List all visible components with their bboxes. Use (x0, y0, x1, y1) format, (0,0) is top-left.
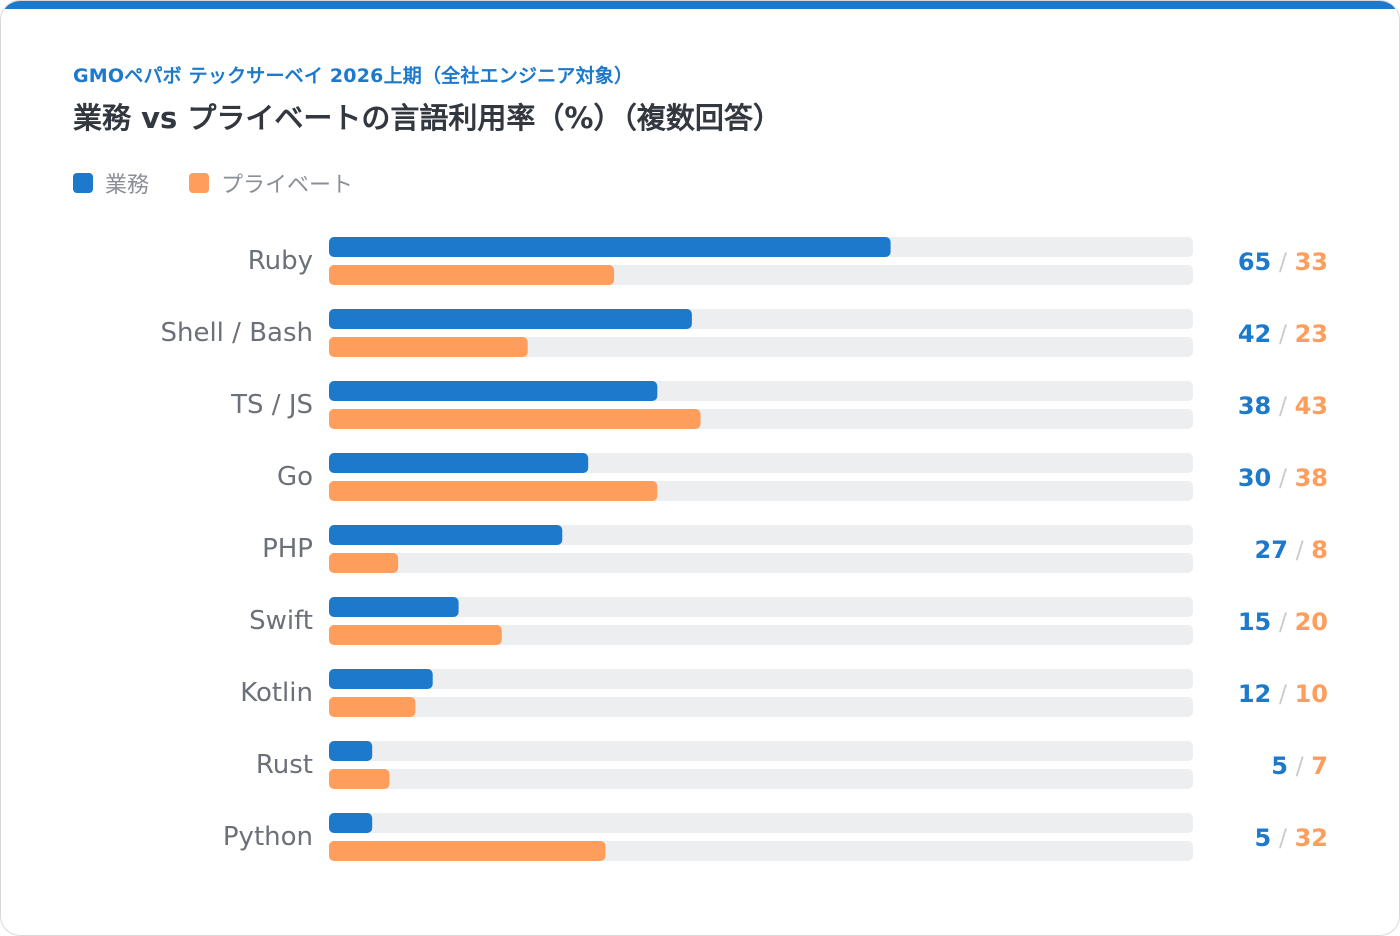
value-label-ruby: 65 / 33 (1238, 248, 1328, 276)
value-private: 7 (1311, 752, 1328, 780)
chart-title: 業務 vs プライベートの言語利用率（%）（複数回答） (73, 101, 782, 135)
value-private: 23 (1295, 320, 1328, 348)
value-private: 43 (1295, 392, 1328, 420)
legend-swatch-private (189, 173, 210, 193)
legend-swatch-work (73, 173, 93, 193)
value-separator: / (1271, 608, 1294, 636)
value-private: 10 (1295, 680, 1328, 708)
category-label-rust: Rust (256, 750, 313, 780)
value-label-php: 27 / 8 (1255, 536, 1328, 564)
bar-work-python (329, 813, 373, 833)
bar-work-php (329, 525, 563, 545)
category-label-swift: Swift (249, 606, 313, 636)
bar-private-go (329, 481, 658, 501)
value-separator: / (1271, 320, 1294, 348)
bar-private-swift (329, 625, 502, 645)
value-work: 5 (1255, 824, 1272, 852)
category-label-ts-js: TS / JS (230, 390, 313, 420)
bar-track (329, 813, 1193, 833)
legend: 業務 プライベート (73, 167, 393, 199)
chart-subtitle: GMOペパボ テックサーベイ 2026上期（全社エンジニア対象） (73, 65, 634, 87)
value-private: 32 (1295, 824, 1328, 852)
value-work: 65 (1238, 248, 1271, 276)
value-work: 15 (1238, 608, 1271, 636)
value-label-ts-js: 38 / 43 (1238, 392, 1328, 420)
bar-track (329, 597, 1193, 617)
value-private: 20 (1295, 608, 1328, 636)
bar-private-ts-js (329, 409, 701, 429)
bar-track (329, 769, 1193, 789)
category-label-kotlin: Kotlin (240, 678, 313, 708)
value-private: 38 (1295, 464, 1328, 492)
bar-track (329, 625, 1193, 645)
legend-item-private: プライベート (189, 167, 353, 199)
value-label-kotlin: 12 / 10 (1238, 680, 1328, 708)
category-label-ruby: Ruby (248, 246, 313, 276)
value-separator: / (1288, 752, 1311, 780)
value-work: 5 (1271, 752, 1288, 780)
value-work: 38 (1238, 392, 1271, 420)
value-separator: / (1271, 248, 1294, 276)
category-label-shell-bash: Shell / Bash (160, 318, 313, 348)
bar-work-shell-bash (329, 309, 692, 329)
bar-track (329, 741, 1193, 761)
value-private: 33 (1295, 248, 1328, 276)
bar-work-kotlin (329, 669, 433, 689)
bar-track (329, 337, 1193, 357)
bar-work-ts-js (329, 381, 658, 401)
value-label-shell-bash: 42 / 23 (1238, 320, 1328, 348)
value-work: 42 (1238, 320, 1271, 348)
bar-private-python (329, 841, 606, 861)
category-label-go: Go (277, 462, 313, 492)
category-label-python: Python (223, 822, 313, 852)
value-work: 30 (1238, 464, 1271, 492)
legend-label-work: 業務 (105, 173, 150, 198)
bar-work-rust (329, 741, 373, 761)
value-separator: / (1271, 824, 1294, 852)
value-work: 12 (1238, 680, 1271, 708)
bar-work-go (329, 453, 589, 473)
value-private: 8 (1311, 536, 1328, 564)
bar-track (329, 669, 1193, 689)
category-label-php: PHP (262, 534, 313, 564)
bar-track (329, 553, 1193, 573)
bar-track (329, 697, 1193, 717)
value-label-python: 5 / 32 (1255, 824, 1328, 852)
value-label-rust: 5 / 7 (1271, 752, 1328, 780)
bar-work-ruby (329, 237, 891, 257)
bar-work-swift (329, 597, 459, 617)
value-separator: / (1271, 464, 1294, 492)
value-label-go: 30 / 38 (1238, 464, 1328, 492)
bar-private-shell-bash (329, 337, 528, 357)
value-work: 27 (1255, 536, 1288, 564)
bar-private-kotlin (329, 697, 416, 717)
legend-item-work: 業務 (73, 167, 149, 199)
bar-private-rust (329, 769, 390, 789)
accent-bar (1, 1, 1399, 9)
value-separator: / (1288, 536, 1311, 564)
value-separator: / (1271, 392, 1294, 420)
legend-label-private: プライベート (221, 173, 354, 198)
bar-private-ruby (329, 265, 615, 285)
value-separator: / (1271, 680, 1294, 708)
value-label-swift: 15 / 20 (1238, 608, 1328, 636)
bar-private-php (329, 553, 399, 573)
